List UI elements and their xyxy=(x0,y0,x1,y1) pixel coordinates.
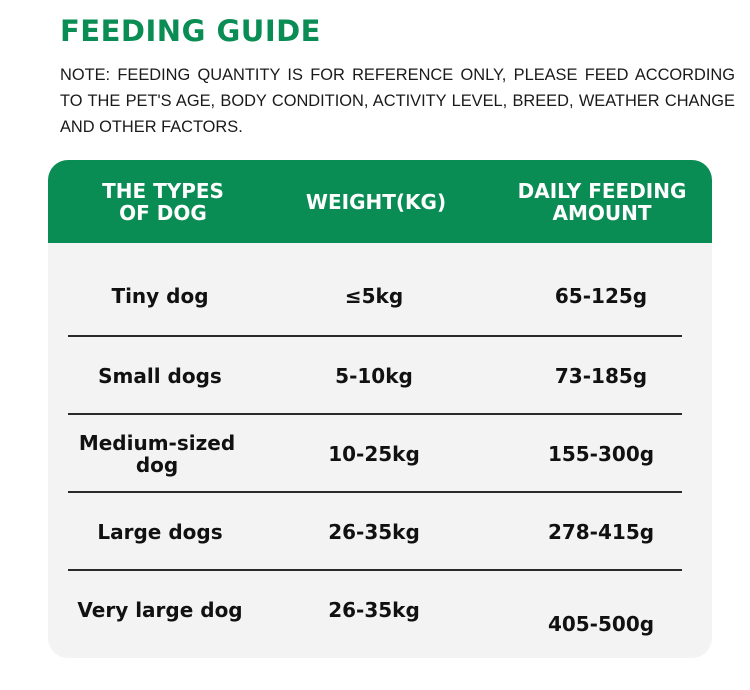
row-divider xyxy=(68,335,682,337)
row-weight: 26-35kg xyxy=(328,520,420,544)
row-divider xyxy=(68,491,682,493)
header-daily-amount-line2: AMOUNT xyxy=(552,200,652,225)
header-dog-type: THE TYPES OF DOG xyxy=(58,160,268,243)
table-row: Medium-sized dog 10-25kg 155-300g xyxy=(48,415,712,493)
feeding-table: THE TYPES OF DOG WEIGHT(KG) DAILY FEEDIN… xyxy=(48,160,712,658)
row-daily-amount: 278-415g xyxy=(547,520,655,544)
table-row: Large dogs 26-35kg 278-415g xyxy=(48,493,712,571)
row-dog-type: Medium-sized dog xyxy=(78,431,236,477)
header-daily-amount: DAILY FEEDING AMOUNT xyxy=(493,160,711,243)
page-title: FEEDING GUIDE xyxy=(60,14,321,48)
row-divider xyxy=(68,413,682,415)
row-divider xyxy=(68,569,682,571)
header-weight: WEIGHT(KG) xyxy=(305,189,447,214)
feeding-note: NOTE: FEEDING QUANTITY IS FOR REFERENCE … xyxy=(60,66,735,136)
row-weight: 26-35kg xyxy=(328,598,420,622)
row-weight: 5-10kg xyxy=(335,364,413,388)
header-daily-amount-line1: DAILY FEEDING xyxy=(517,178,687,203)
row-daily-amount: 405-500g xyxy=(547,612,655,636)
row-daily-amount: 73-185g xyxy=(554,364,648,388)
header-dog-type-line1: THE TYPES xyxy=(102,178,224,203)
row-weight: ≤5kg xyxy=(344,284,404,308)
row-dog-type: Tiny dog xyxy=(111,284,209,308)
header-dog-type-line2: OF DOG xyxy=(119,200,207,225)
table-row: Small dogs 5-10kg 73-185g xyxy=(48,337,712,415)
row-daily-amount: 155-300g xyxy=(547,442,655,466)
table-row: Very large dog 26-35kg 405-500g xyxy=(48,571,712,649)
row-dog-type: Small dogs xyxy=(98,364,222,388)
table-row: Tiny dog ≤5kg 65-125g xyxy=(48,257,712,335)
row-dog-type: Large dogs xyxy=(97,520,223,544)
row-daily-amount: 65-125g xyxy=(554,284,648,308)
row-weight: 10-25kg xyxy=(328,442,420,466)
row-dog-type: Very large dog xyxy=(77,598,243,622)
table-header: THE TYPES OF DOG WEIGHT(KG) DAILY FEEDIN… xyxy=(48,160,712,243)
